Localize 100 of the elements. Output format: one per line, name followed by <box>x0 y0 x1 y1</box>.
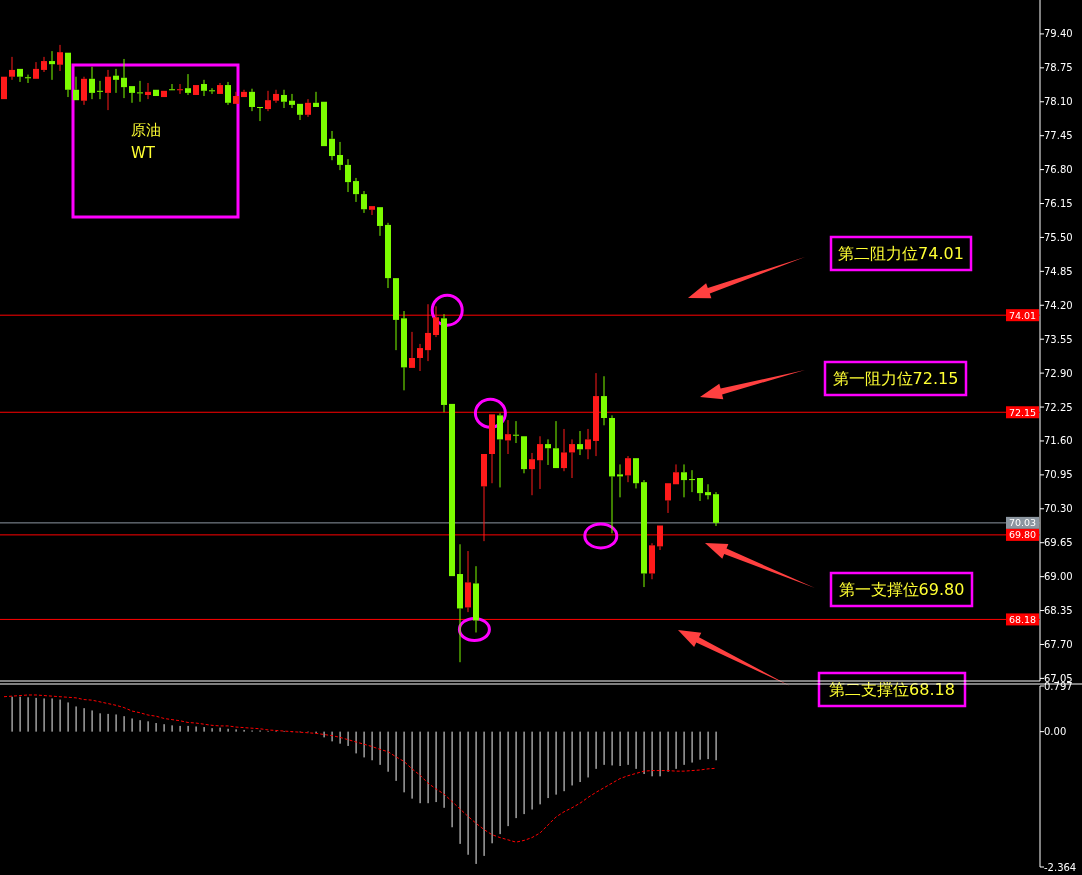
candlestick <box>89 66 95 100</box>
candlestick <box>233 91 239 104</box>
candlestick <box>409 331 415 368</box>
candlestick <box>57 44 63 72</box>
y-tick-label: 69.00 <box>1044 571 1073 583</box>
candlestick <box>521 436 527 474</box>
y-tick-label: 74.20 <box>1044 299 1073 311</box>
candlestick <box>81 76 87 106</box>
y-tick-label: 79.40 <box>1044 28 1073 40</box>
candlestick <box>337 141 343 171</box>
candlestick <box>169 83 175 91</box>
candlestick <box>121 58 127 99</box>
candlestick <box>481 454 487 542</box>
candlestick <box>297 103 303 121</box>
candlestick <box>97 80 103 100</box>
y-tick-label: 76.15 <box>1044 198 1073 210</box>
candlestick <box>273 89 279 104</box>
annotation: 第一阻力位72.15 <box>832 368 959 388</box>
candlestick <box>457 543 463 663</box>
candlestick <box>609 414 615 534</box>
candlestick <box>33 61 39 79</box>
candlestick <box>313 91 319 107</box>
candlestick <box>593 372 599 457</box>
candlestick <box>689 469 695 493</box>
candlestick <box>705 483 711 500</box>
ref-line-label: 72.15 <box>1008 406 1037 418</box>
candlestick <box>345 158 351 193</box>
candlestick <box>553 420 559 469</box>
candlestick <box>473 565 479 633</box>
candlestick <box>289 93 295 109</box>
candlestick <box>441 313 447 413</box>
candlestick <box>105 69 111 111</box>
candlestick <box>1 76 7 100</box>
y-tick-label: 0.00 <box>1044 726 1067 738</box>
candlestick <box>673 463 679 485</box>
candlestick <box>561 428 567 472</box>
candlestick <box>217 82 223 94</box>
y-tick-label: 75.50 <box>1044 231 1073 243</box>
y-tick-label: 69.65 <box>1044 537 1073 549</box>
candlestick <box>241 89 247 98</box>
candlestick <box>417 343 423 372</box>
candlestick <box>265 90 271 112</box>
line-series <box>3 694 717 843</box>
candlestick <box>641 479 647 588</box>
candlestick <box>145 82 151 100</box>
y-tick-label: 73.55 <box>1044 333 1073 345</box>
y-tick-label: 78.75 <box>1044 62 1073 74</box>
candlestick <box>249 88 255 112</box>
candlestick <box>113 68 119 94</box>
candlestick <box>529 452 535 496</box>
candlestick <box>433 305 439 338</box>
candlestick <box>497 412 503 488</box>
candlestick <box>617 463 623 498</box>
ref-line-label: 69.80 <box>1008 529 1037 541</box>
candlestick <box>25 74 31 84</box>
candlestick <box>425 303 431 362</box>
candlestick <box>17 68 23 83</box>
candlestick <box>193 85 199 95</box>
candlestick <box>361 190 367 214</box>
candlestick <box>577 430 583 456</box>
candlestick <box>657 525 663 551</box>
candlestick <box>225 81 231 106</box>
candlestick <box>161 90 167 98</box>
candlestick <box>713 491 719 527</box>
y-tick-label: 71.60 <box>1044 435 1073 447</box>
candlestick <box>321 101 327 147</box>
y-tick-label: 72.90 <box>1044 367 1073 379</box>
y-tick-label: 77.45 <box>1044 130 1073 142</box>
candlestick <box>633 458 639 489</box>
candlestick <box>569 438 575 479</box>
candlestick <box>681 463 687 498</box>
candlestick <box>137 80 143 103</box>
candlestick <box>513 420 519 444</box>
y-tick-label: -2.364 <box>1044 861 1077 873</box>
annotation: 第二阻力位74.01 <box>838 243 964 263</box>
candlestick <box>49 50 55 81</box>
candlestick <box>401 310 407 391</box>
candlestick <box>41 56 47 73</box>
candlestick <box>449 403 455 577</box>
annotation: 第二支撑位68.18 <box>829 679 955 699</box>
candlestick <box>369 206 375 216</box>
candlestick <box>649 542 655 580</box>
candlestick <box>185 73 191 96</box>
candlestick <box>153 89 159 97</box>
annotation: 第一支撑位69.80 <box>838 579 965 599</box>
candlestick <box>209 87 215 95</box>
annotation: 原油 WT <box>131 121 161 162</box>
y-tick-label: 67.70 <box>1044 638 1073 650</box>
candlestick <box>73 76 79 101</box>
candlestick <box>377 207 383 237</box>
y-tick-label: 72.25 <box>1044 401 1073 413</box>
candlestick <box>545 438 551 466</box>
candlestick <box>305 98 311 118</box>
candlestick <box>601 375 607 426</box>
y-tick-label: 78.10 <box>1044 96 1073 108</box>
candlestick <box>585 428 591 460</box>
candlestick <box>257 106 263 122</box>
candlestick <box>489 414 495 484</box>
candlestick <box>353 177 359 203</box>
candlestick <box>65 52 71 98</box>
